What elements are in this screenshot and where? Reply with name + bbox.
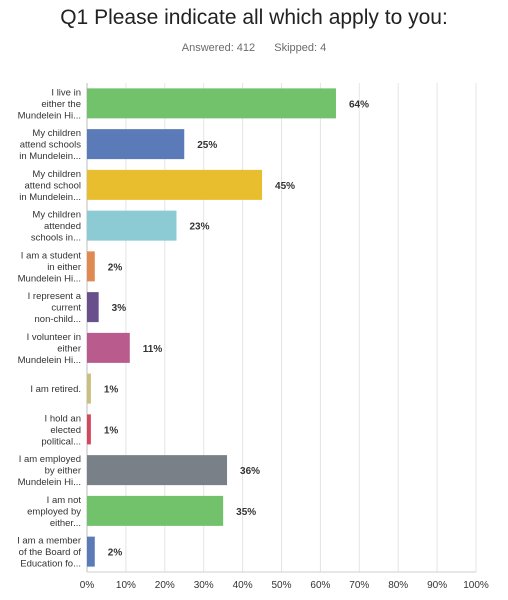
bar (87, 292, 99, 323)
x-tick-label: 30% (194, 580, 214, 591)
category-label: I hold an elected political... (41, 413, 81, 447)
x-tick-label: 90% (427, 580, 447, 591)
value-label: 2% (108, 262, 123, 273)
bar (87, 536, 95, 567)
bar (87, 373, 91, 404)
value-label: 1% (104, 385, 119, 396)
value-label: 11% (143, 344, 163, 355)
bar (87, 210, 177, 241)
x-tick-label: 10% (116, 580, 136, 591)
x-tick-label: 20% (155, 580, 175, 591)
bar (87, 251, 95, 282)
x-tick-label: 100% (463, 580, 489, 591)
category-label: I am retired. (30, 384, 81, 395)
bar (87, 88, 336, 119)
value-label: 36% (240, 466, 260, 477)
x-tick-label: 40% (233, 580, 253, 591)
category-label: My children attended schools in... (31, 210, 81, 244)
value-label: 45% (275, 181, 295, 192)
value-label: 35% (236, 507, 256, 518)
x-tick-label: 70% (349, 580, 369, 591)
x-tick-label: 50% (271, 580, 291, 591)
x-tick-label: 80% (388, 580, 408, 591)
category-label: I am a member of the Board of Education fo… (17, 536, 81, 570)
value-label: 1% (104, 425, 119, 436)
x-tick-label: 60% (310, 580, 330, 591)
category-label: I am a student in either Mundelein Hi... (18, 250, 82, 284)
category-label: My children attend school in Mundelein... (19, 169, 81, 203)
chart-title: Q1 Please indicate all which apply to yo… (60, 6, 448, 29)
category-label: I am employed by either Mundelein Hi... (18, 454, 81, 488)
category-label: I live in either the Mundelein Hi... (18, 87, 81, 121)
answered-count: Answered: 412 (181, 42, 256, 54)
bar (87, 455, 228, 486)
category-label: I represent a current non-child... (28, 291, 82, 325)
response-stats: Answered: 412 Skipped: 4 (0, 42, 508, 54)
bar (87, 332, 130, 363)
category-label: My children attend schools in Mundelein... (19, 128, 81, 162)
category-label: I am not employed by either... (27, 495, 81, 529)
bar (87, 414, 91, 445)
value-label: 23% (189, 222, 209, 233)
category-label: I volunteer in either Mundelein Hi... (18, 332, 81, 366)
value-label: 25% (197, 140, 217, 151)
value-label: 64% (349, 99, 369, 110)
skipped-count: Skipped: 4 (274, 42, 327, 54)
value-label: 2% (108, 548, 123, 559)
value-label: 3% (112, 303, 127, 314)
x-tick-label: 0% (80, 580, 95, 591)
bar (87, 495, 224, 526)
bar (87, 129, 185, 160)
bar (87, 169, 263, 200)
